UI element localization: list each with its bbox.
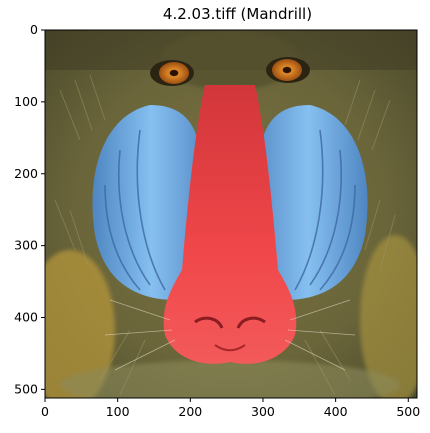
y-tick-label: 500 — [14, 381, 38, 396]
y-tick-label: 400 — [14, 310, 38, 325]
y-tick-label: 0 — [30, 22, 38, 37]
x-tick-label: 200 — [178, 404, 202, 419]
x-tick-label: 500 — [396, 404, 420, 419]
x-tick-label: 100 — [106, 404, 130, 419]
mandrill-image — [45, 30, 417, 398]
x-tick-label: 400 — [324, 404, 348, 419]
y-tick-label: 300 — [14, 238, 38, 253]
plot-title: 4.2.03.tiff (Mandrill) — [162, 5, 313, 23]
eyes — [150, 57, 310, 86]
axes-frame — [44, 29, 418, 399]
y-tick-label: 100 — [14, 94, 38, 109]
x-tick-label: 300 — [251, 404, 275, 419]
x-tick-label: 0 — [41, 404, 49, 419]
y-tick-label: 200 — [14, 166, 38, 181]
